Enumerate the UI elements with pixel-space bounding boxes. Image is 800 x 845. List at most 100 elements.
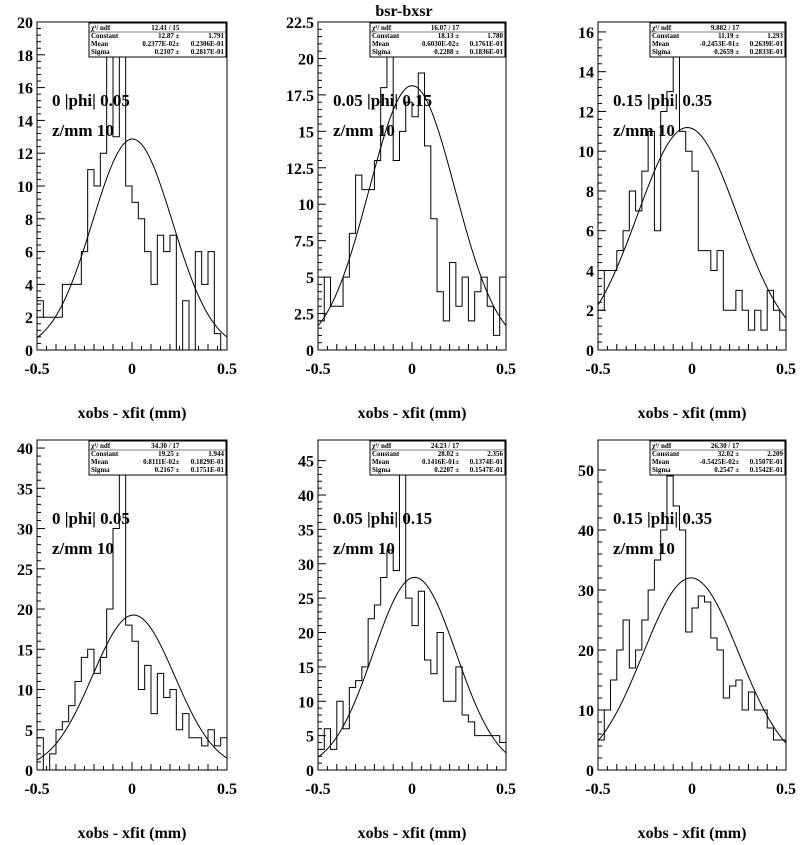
- y-tick-label: 40: [578, 523, 594, 540]
- gaussian-fit-curve: [317, 576, 507, 758]
- y-tick-label: 15: [298, 660, 314, 677]
- stats-label: Sigma: [372, 48, 391, 56]
- stats-label: χ²/ ndf: [90, 442, 111, 450]
- plot-frame: [597, 21, 787, 351]
- y-tick-label: 0: [586, 763, 594, 780]
- x-tick-label: 0: [688, 781, 696, 798]
- x-tick-label: 0.5: [496, 781, 516, 798]
- x-axis-label: xobs - xfit (mm): [358, 405, 467, 422]
- y-tick-label: 2: [586, 303, 594, 320]
- stats-value: 24.23 / 17: [431, 442, 460, 450]
- histogram-steps: [597, 31, 787, 350]
- y-tick-label: 4: [586, 263, 594, 280]
- stats-label: Constant: [372, 450, 400, 458]
- stats-label: Constant: [91, 450, 119, 458]
- x-axis-label: xobs - xfit (mm): [638, 825, 747, 842]
- stats-error: 2.356: [487, 450, 503, 458]
- histogram-steps: [597, 475, 787, 770]
- histogram-steps: [317, 43, 507, 350]
- y-tick-label: 14: [17, 113, 33, 130]
- gaussian-fit-curve: [317, 85, 507, 327]
- phi-range-annotation: 0.15 |phi| 0.35: [613, 509, 712, 528]
- y-tick-label: 12.5: [286, 161, 314, 178]
- x-axis-label: xobs - xfit (mm): [78, 405, 187, 422]
- stats-value: 0.2167 ±: [155, 466, 180, 474]
- x-tick-label: 0.5: [776, 781, 796, 798]
- y-tick-label: 40: [17, 441, 33, 458]
- gaussian-fit-curve: [597, 127, 787, 319]
- y-tick-label: 10: [578, 144, 594, 161]
- stats-box: [649, 22, 786, 58]
- y-tick-label: 20: [17, 602, 33, 619]
- y-tick-label: 22.5: [286, 15, 314, 32]
- x-axis-label: xobs - xfit (mm): [78, 825, 187, 842]
- x-tick-label: 0.5: [217, 361, 237, 378]
- x-axis-label: xobs - xfit (mm): [358, 825, 467, 842]
- stats-label: χ²/ ndf: [371, 24, 392, 32]
- x-tick-label: 0: [128, 361, 136, 378]
- histogram-steps: [317, 473, 507, 770]
- plot-frame: [36, 439, 228, 771]
- stats-error: 1.293: [767, 32, 783, 40]
- y-tick-label: 8: [586, 184, 594, 201]
- y-tick-label: 17.5: [286, 88, 314, 105]
- stats-label: Constant: [652, 450, 680, 458]
- gaussian-fit-curve: [597, 577, 787, 744]
- x-tick-label: -0.5: [24, 361, 49, 378]
- y-tick-label: 25: [17, 562, 33, 579]
- stats-error: 0.2306E-01: [191, 40, 225, 48]
- z-cut-annotation: z/mm 10: [613, 121, 675, 140]
- x-tick-label: -0.5: [24, 781, 49, 798]
- stats-error: 2.209: [767, 450, 783, 458]
- y-tick-label: 30: [17, 522, 33, 539]
- stats-label: χ²/ ndf: [651, 442, 672, 450]
- stats-error: 1.944: [208, 450, 224, 458]
- y-tick-label: 30: [578, 583, 594, 600]
- y-tick-label: 10: [17, 179, 33, 196]
- y-tick-label: 2: [25, 310, 33, 327]
- y-tick-label: 0: [306, 343, 314, 360]
- phi-range-annotation: 0.15 |phi| 0.35: [613, 91, 712, 110]
- y-tick-label: 4: [25, 277, 33, 294]
- stats-box: [88, 440, 227, 476]
- y-tick-label: 5: [306, 729, 314, 746]
- phi-range-annotation: 0.05 |phi| 0.15: [333, 509, 432, 528]
- x-tick-label: 0: [128, 781, 136, 798]
- y-tick-label: 20: [298, 51, 314, 68]
- stats-value: -0.2453E-01±: [700, 40, 740, 48]
- stats-error: 1.780: [487, 32, 503, 40]
- y-tick-label: 18: [17, 48, 33, 65]
- stats-label: χ²/ ndf: [651, 24, 672, 32]
- stats-error: 0.2639E-01: [750, 40, 784, 48]
- stats-box: [369, 440, 506, 476]
- stats-value: 34.30 / 17: [151, 442, 180, 450]
- z-cut-annotation: z/mm 10: [333, 539, 395, 558]
- stats-box: [649, 440, 786, 476]
- stats-error: 0.1547E-01: [470, 466, 504, 474]
- phi-range-annotation: 0.05 |phi| 0.15: [333, 91, 432, 110]
- gaussian-fit-curve: [36, 614, 228, 761]
- stats-error: 0.1507E-01: [750, 458, 784, 466]
- x-tick-label: 0: [688, 361, 696, 378]
- z-cut-annotation: z/mm 10: [613, 539, 675, 558]
- histogram-steps: [36, 54, 227, 351]
- z-cut-annotation: z/mm 10: [52, 539, 114, 558]
- y-tick-label: 20: [298, 626, 314, 643]
- y-tick-label: 10: [578, 703, 594, 720]
- y-tick-label: 20: [578, 643, 594, 660]
- x-tick-label: 0.5: [776, 361, 796, 378]
- stats-label: Mean: [372, 458, 389, 466]
- stats-error: 0.1751E-01: [191, 466, 225, 474]
- y-tick-label: 6: [586, 224, 594, 241]
- stats-label: Sigma: [652, 466, 671, 474]
- stats-value: 0.2107 ±: [155, 48, 180, 56]
- stats-value: 0.8111E-02±: [143, 458, 179, 466]
- x-tick-label: -0.5: [305, 361, 330, 378]
